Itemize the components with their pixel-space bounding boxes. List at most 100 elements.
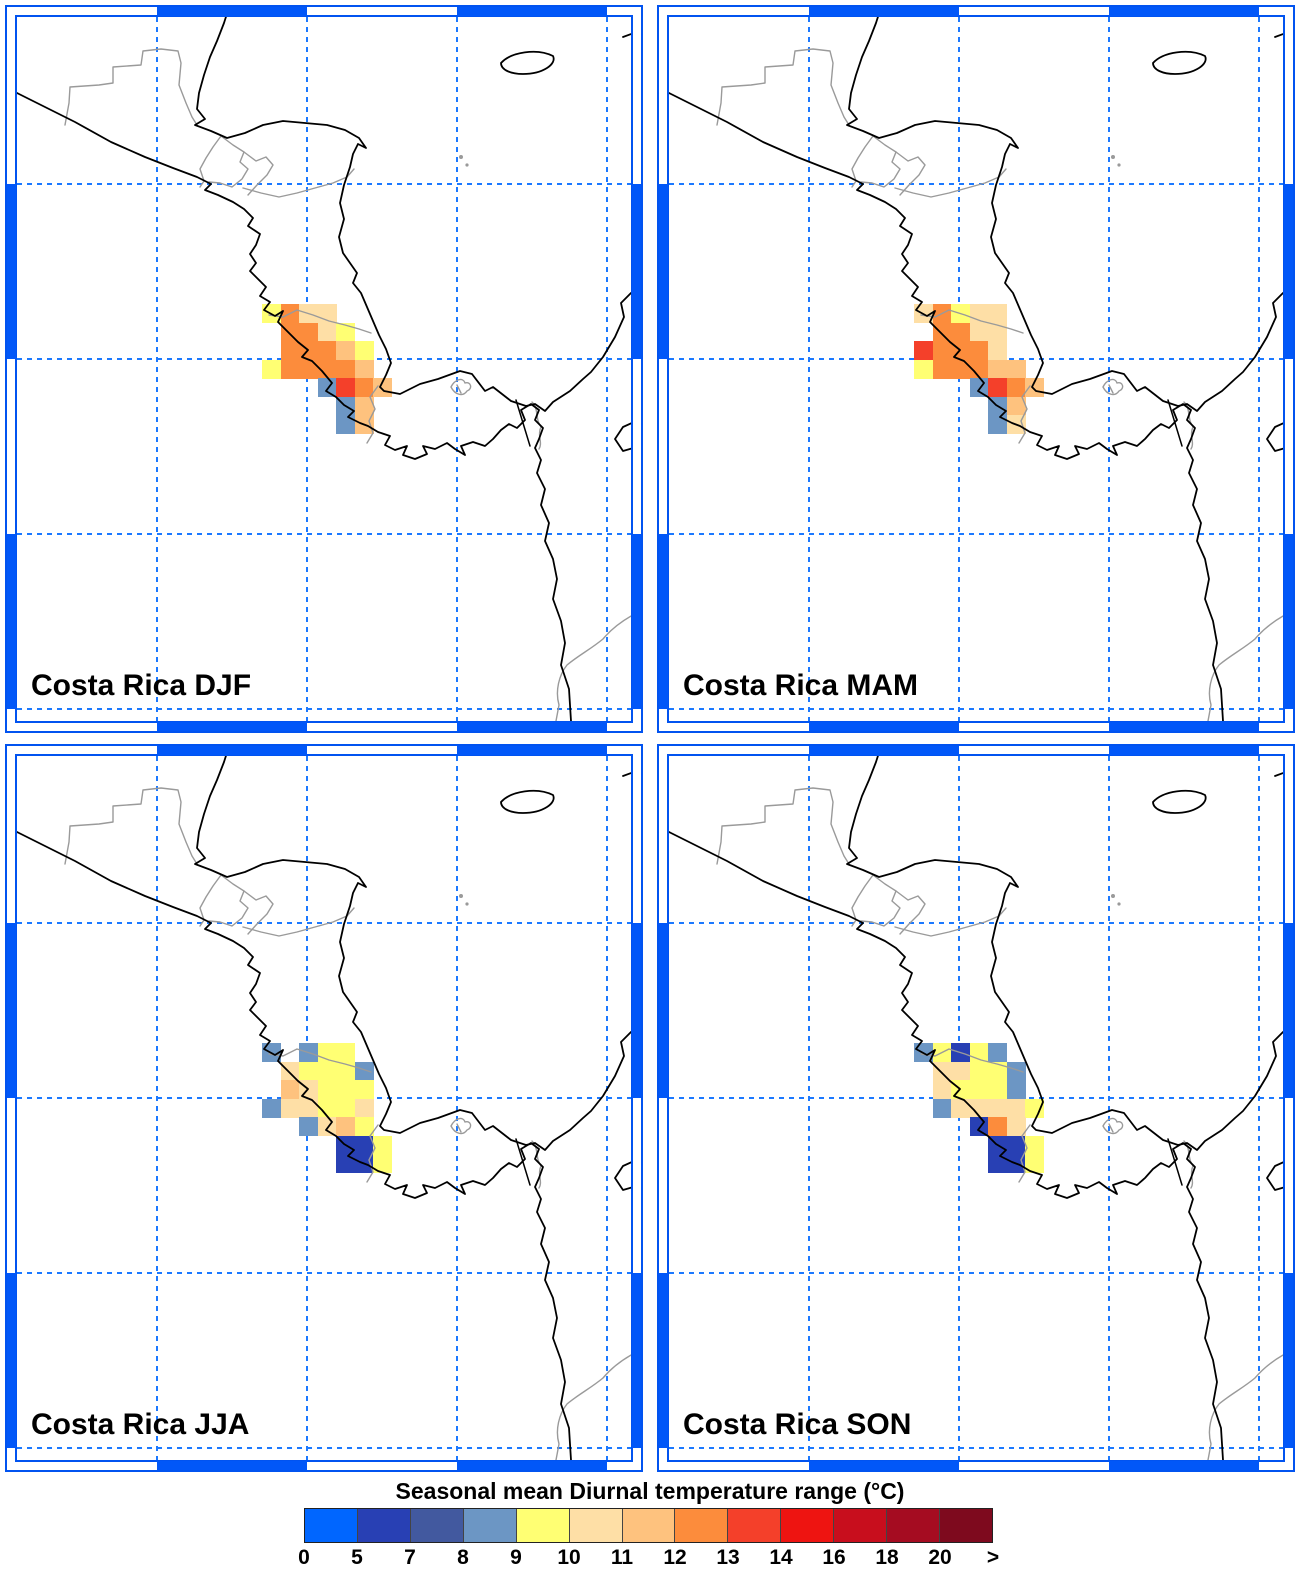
- grid-cell: [336, 1098, 355, 1118]
- grid-cell: [280, 1061, 300, 1081]
- grid-cell: [969, 1080, 989, 1099]
- colorbar-tick-label: 14: [769, 1546, 793, 1569]
- frame-tick-segment: [1284, 534, 1293, 709]
- panel-title: Costa Rica MAM: [683, 669, 919, 702]
- grid-cell: [988, 415, 1007, 434]
- map-frame-inner: [667, 754, 1285, 1462]
- colorbar-tick-label: 9: [510, 1546, 522, 1569]
- colorbar-segment: [516, 1509, 570, 1542]
- grid-cell: [988, 1098, 1007, 1118]
- colorbar-segment: [305, 1509, 358, 1542]
- frame-tick-segment: [809, 1461, 959, 1470]
- map-frame-inner: [15, 15, 633, 723]
- grid-cell: [969, 359, 989, 379]
- frame-tick-segment: [1109, 1461, 1259, 1470]
- map-panel-djf: Costa Rica DJF: [5, 5, 643, 733]
- grid-cell: [280, 341, 300, 360]
- latitude-gridline: [17, 1447, 631, 1449]
- longitude-gridline: [1108, 17, 1110, 721]
- grid-cell: [336, 415, 355, 434]
- latitude-gridline: [669, 922, 1283, 924]
- grid-cell: [1006, 1061, 1026, 1081]
- grid-cell: [932, 322, 952, 342]
- grid-cell: [932, 359, 952, 379]
- grid-cell: [299, 1117, 318, 1136]
- frame-tick-segment: [7, 1273, 16, 1448]
- map-panel-son: Costa Rica SON: [657, 744, 1295, 1472]
- colorbar-tick-label: 7: [404, 1546, 416, 1569]
- grid-cell: [988, 1080, 1007, 1099]
- map-panel-jja: Costa Rica JJA: [5, 744, 643, 1472]
- map-frame-inner: [667, 15, 1285, 723]
- latitude-gridline: [669, 533, 1283, 535]
- latitude-gridline: [669, 708, 1283, 710]
- grid-cell: [280, 1098, 300, 1118]
- colorbar-tick-label: 16: [822, 1546, 846, 1569]
- grid-cell: [354, 359, 374, 379]
- longitude-gridline: [808, 17, 810, 721]
- colorbar-segment: [834, 1509, 888, 1542]
- grid-cell: [969, 322, 989, 342]
- grid-cell: [969, 1061, 989, 1081]
- grid-cell: [932, 1061, 952, 1081]
- colorbar-segment: [357, 1509, 411, 1542]
- grid-cell: [354, 1061, 374, 1081]
- frame-tick-segment: [157, 746, 307, 755]
- latitude-gridline: [669, 183, 1283, 185]
- grid-cell: [354, 1135, 374, 1155]
- longitude-gridline: [456, 17, 458, 721]
- colorbar-segment: [781, 1509, 835, 1542]
- grid-cell: [988, 359, 1007, 379]
- colorbar-segment: [887, 1509, 941, 1542]
- grid-cell: [373, 1135, 392, 1155]
- colorbar-segment: [622, 1509, 676, 1542]
- grid-cell: [988, 341, 1007, 360]
- colorbar: [304, 1508, 993, 1543]
- frame-tick-segment: [1284, 184, 1293, 359]
- frame-tick-segment: [809, 746, 959, 755]
- grid-cell: [336, 1043, 355, 1062]
- colorbar-segment: [463, 1509, 517, 1542]
- colorbar-segment: [940, 1509, 992, 1542]
- panel-title: Costa Rica DJF: [31, 669, 252, 702]
- longitude-gridline: [456, 756, 458, 1460]
- grid-cell: [951, 359, 970, 379]
- grid-cell: [1006, 396, 1026, 416]
- latitude-gridline: [17, 922, 631, 924]
- frame-tick-segment: [157, 722, 307, 731]
- grid-cell: [336, 341, 355, 360]
- grid-cell: [336, 378, 355, 397]
- grid-cell: [354, 1080, 374, 1099]
- longitude-gridline: [1108, 756, 1110, 1460]
- frame-tick-segment: [457, 746, 607, 755]
- colorbar-segment: [728, 1509, 782, 1542]
- grid-cell: [336, 1061, 355, 1081]
- frame-tick-segment: [632, 534, 641, 709]
- grid-cell: [336, 322, 355, 342]
- grid-cell: [932, 1098, 952, 1118]
- grid-cell: [988, 1154, 1007, 1173]
- grid-cell: [336, 359, 355, 379]
- latitude-gridline: [669, 1272, 1283, 1274]
- frame-tick-segment: [1284, 923, 1293, 1098]
- grid-cell: [988, 1061, 1007, 1081]
- colorbar-title: Seasonal mean Diurnal temperature range …: [395, 1478, 905, 1504]
- longitude-gridline: [1258, 17, 1260, 721]
- grid-cell: [988, 378, 1007, 397]
- grid-cell: [354, 341, 374, 360]
- colorbar-tick-label: 8: [457, 1546, 469, 1569]
- grid-cell: [280, 359, 300, 379]
- frame-tick-segment: [809, 722, 959, 731]
- colorbar-tick-label: 5: [351, 1546, 363, 1569]
- colorbar-segment: [675, 1509, 729, 1542]
- grid-cell: [1006, 359, 1026, 379]
- latitude-gridline: [17, 533, 631, 535]
- grid-cell: [262, 1098, 281, 1118]
- grid-cell: [1006, 1080, 1026, 1099]
- grid-cell: [336, 1080, 355, 1099]
- grid-cell: [262, 359, 281, 379]
- latitude-gridline: [17, 708, 631, 710]
- latitude-gridline: [669, 1447, 1283, 1449]
- grid-cell: [1025, 1154, 1044, 1173]
